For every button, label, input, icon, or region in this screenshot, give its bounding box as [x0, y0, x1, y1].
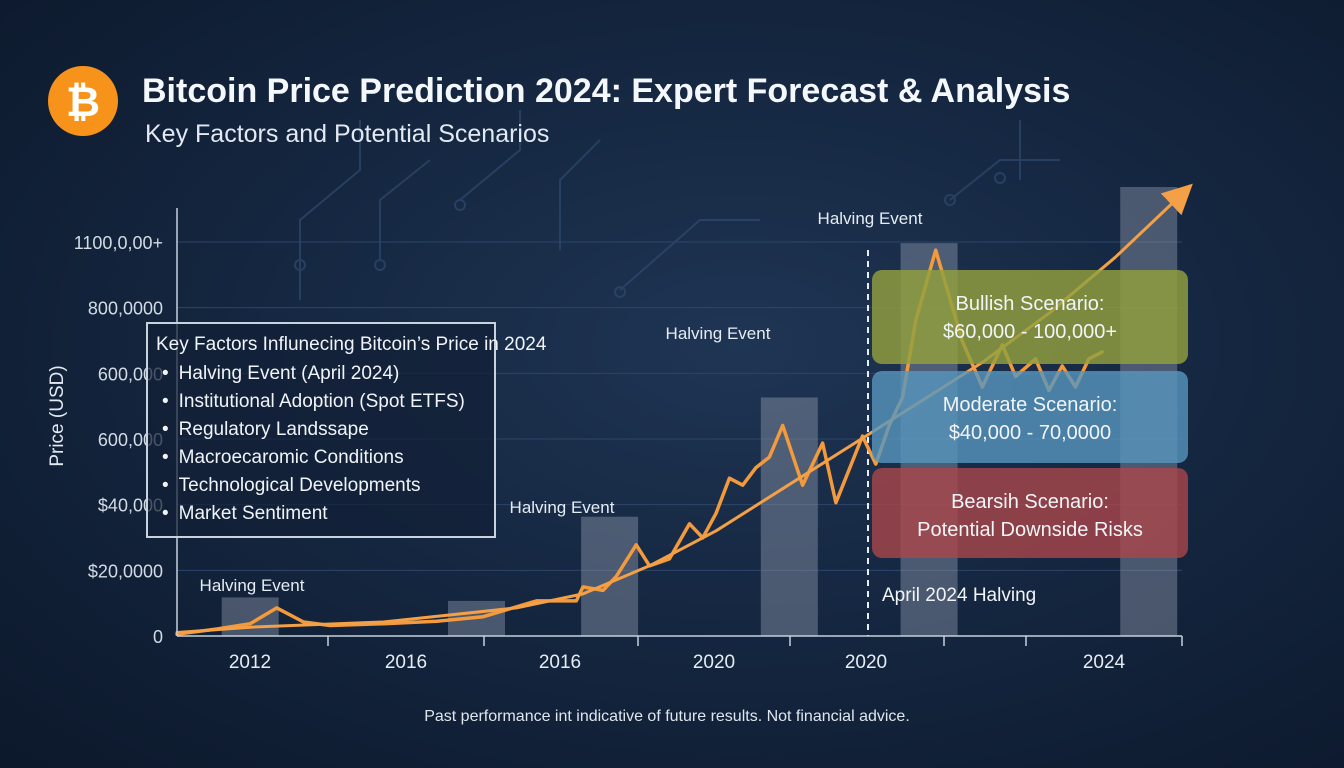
moderate-range: $40,000 - 70,0000 [948, 422, 1112, 444]
x-tick-label: 2020 [845, 652, 887, 673]
halving-label-3: Halving Event [666, 324, 771, 343]
bitcoin-logo-glyph: ₿ [65, 76, 101, 126]
y-tick-label: 800,0000 [88, 299, 163, 319]
y-tick-label: 0 [153, 627, 163, 647]
bullish-scenario-panel: Bullish Scenario: $60,000 - 100,000+ [872, 270, 1188, 364]
bullish-title: Bullish Scenario: [955, 293, 1105, 315]
x-tick-label: 2016 [539, 652, 581, 673]
halving-label-4: Halving Event [818, 209, 923, 228]
factor-item: Market Sentiment [156, 500, 494, 528]
key-factors-box: Key Factors Influnecing Bitcoin’s Price … [146, 322, 547, 538]
disclaimer: Past performance int indicative of futur… [424, 708, 910, 725]
page-title: Bitcoin Price Prediction 2024: Expert Fo… [142, 72, 1071, 110]
halving-bar [760, 397, 818, 636]
key-factors-title: Key Factors Influnecing Bitcoin’s Price … [156, 334, 547, 355]
halving-bar [221, 597, 279, 636]
x-tick-label: 2016 [385, 652, 427, 673]
circuit-background [294, 110, 1060, 300]
halving-label-1: Halving Event [200, 576, 305, 595]
halving-bar [581, 516, 639, 636]
bitcoin-logo-icon: ₿ [48, 66, 118, 136]
moderate-title: Moderate Scenario: [942, 394, 1118, 416]
factor-item: Macroecaromic Conditions [156, 444, 494, 472]
x-tick-label: 2024 [1083, 652, 1126, 673]
halving-label-2: Halving Event [510, 498, 615, 517]
bearish-scenario-panel: Bearsih Scenario: Potential Downside Ris… [872, 468, 1188, 558]
halving-labels: Halving Event Halving Event Halving Even… [200, 209, 923, 595]
y-tick-label: $20,0000 [88, 561, 163, 581]
key-factors-list: Halving Event (April 2024) Institutional… [156, 360, 494, 528]
factor-item: Technological Developments [156, 472, 494, 500]
bearish-title: Bearsih Scenario: [951, 491, 1109, 513]
factor-item: Halving Event (April 2024) [156, 360, 494, 388]
halving-2024-annotation: April 2024 Halving [882, 585, 1036, 606]
moderate-scenario-panel: Moderate Scenario: $40,000 - 70,0000 [872, 371, 1188, 463]
x-tick-label: 2012 [229, 652, 271, 673]
page-subtitle: Key Factors and Potential Scenarios [145, 120, 550, 148]
factor-item: Regulatory Landssape [156, 416, 494, 444]
factor-item: Institutional Adoption (Spot ETFS) [156, 388, 494, 416]
x-tick-label: 2020 [693, 652, 735, 673]
y-axis-label: Price (USD) [47, 365, 68, 466]
y-tick-label: 1100,0,00+ [74, 233, 163, 253]
x-tick-labels: 2012 2016 2016 2020 2020 2024 [229, 636, 1183, 673]
bullish-range: $60,000 - 100,000+ [942, 321, 1118, 343]
bearish-range: Potential Downside Risks [917, 519, 1143, 541]
